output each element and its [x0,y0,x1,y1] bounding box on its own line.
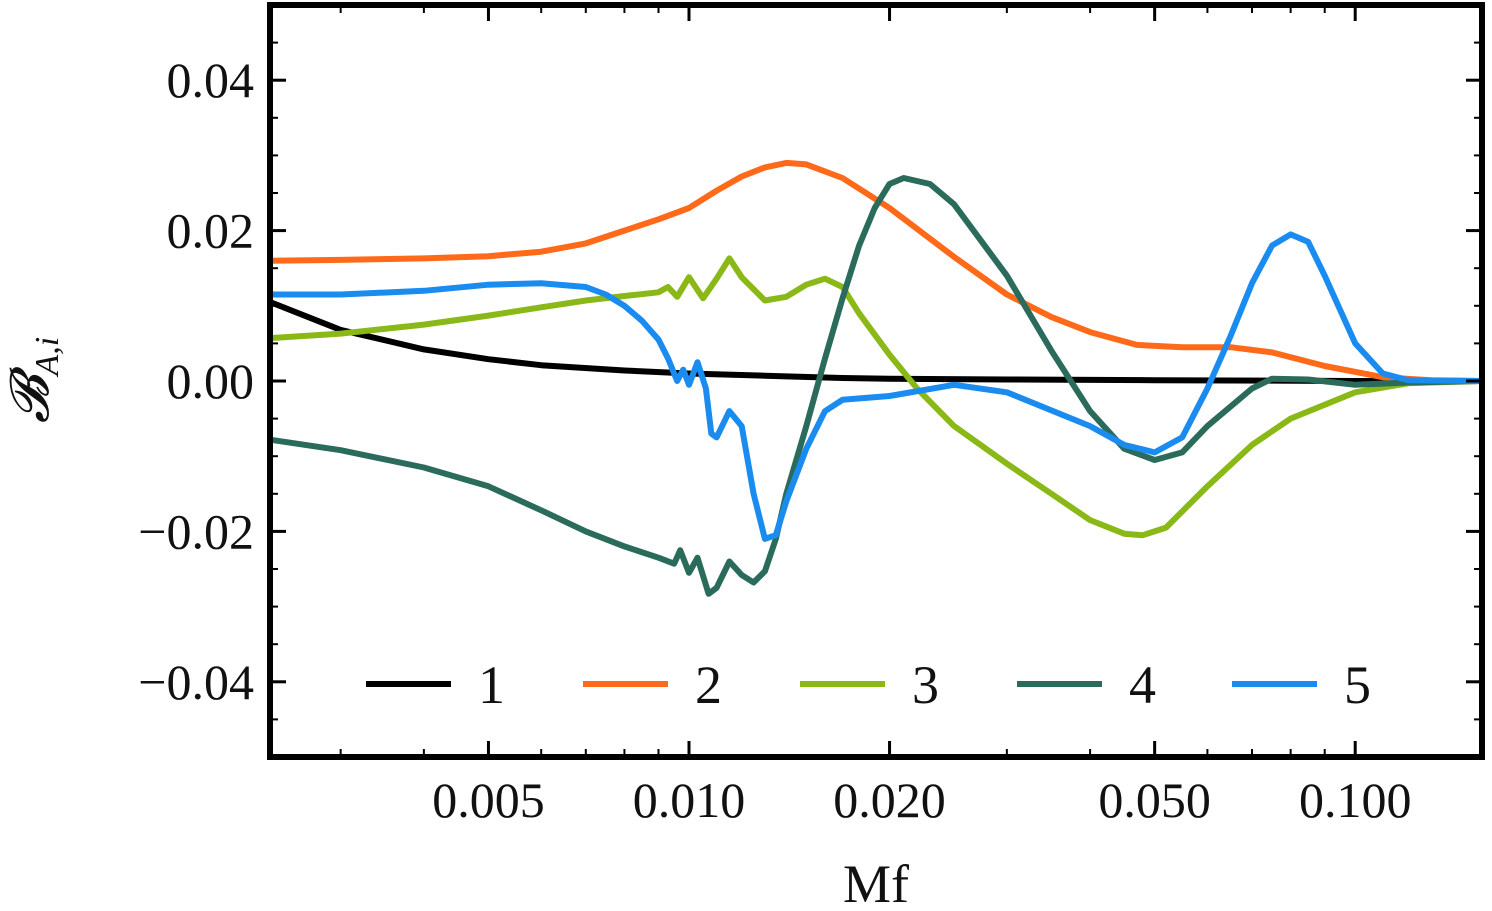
series-line-3 [267,255,1485,539]
legend-label-4: 4 [1129,655,1156,715]
legend-label-5: 5 [1344,655,1371,715]
y-axis-title-sub: A,i [29,337,66,378]
series-line-5 [267,231,1485,542]
y-tick-label: 0.00 [167,353,255,409]
legend-label-3: 3 [912,655,939,715]
x-tick-label: 0.050 [1098,772,1211,828]
legend-label-1: 1 [478,655,505,715]
x-tick-label: 0.100 [1299,772,1412,828]
series-line-4 [267,175,1485,597]
series-layer [267,159,1485,597]
legend-label-2: 2 [695,655,722,715]
y-tick-label: 0.02 [167,203,255,259]
y-axis-title: 𝓑A,i [0,337,66,423]
axis-layer: 0.04 0.02 0.00 −0.02 −0.04 0.005 0.010 0.020 0.0… [138,2,1485,828]
legend: 1 2 3 4 5 [366,655,1371,715]
y-tick-label: −0.04 [138,654,254,710]
y-tick-label: −0.02 [138,503,254,559]
y-axis-title-main: 𝓑 [0,366,60,423]
series-line-2 [267,159,1485,384]
x-tick-label: 0.005 [432,772,545,828]
x-tick-label: 0.020 [833,772,946,828]
x-tick-label: 0.010 [633,772,746,828]
series-line-1 [267,299,1485,384]
x-axis-title: Mf [843,854,909,911]
y-tick-label: 0.04 [167,52,255,108]
